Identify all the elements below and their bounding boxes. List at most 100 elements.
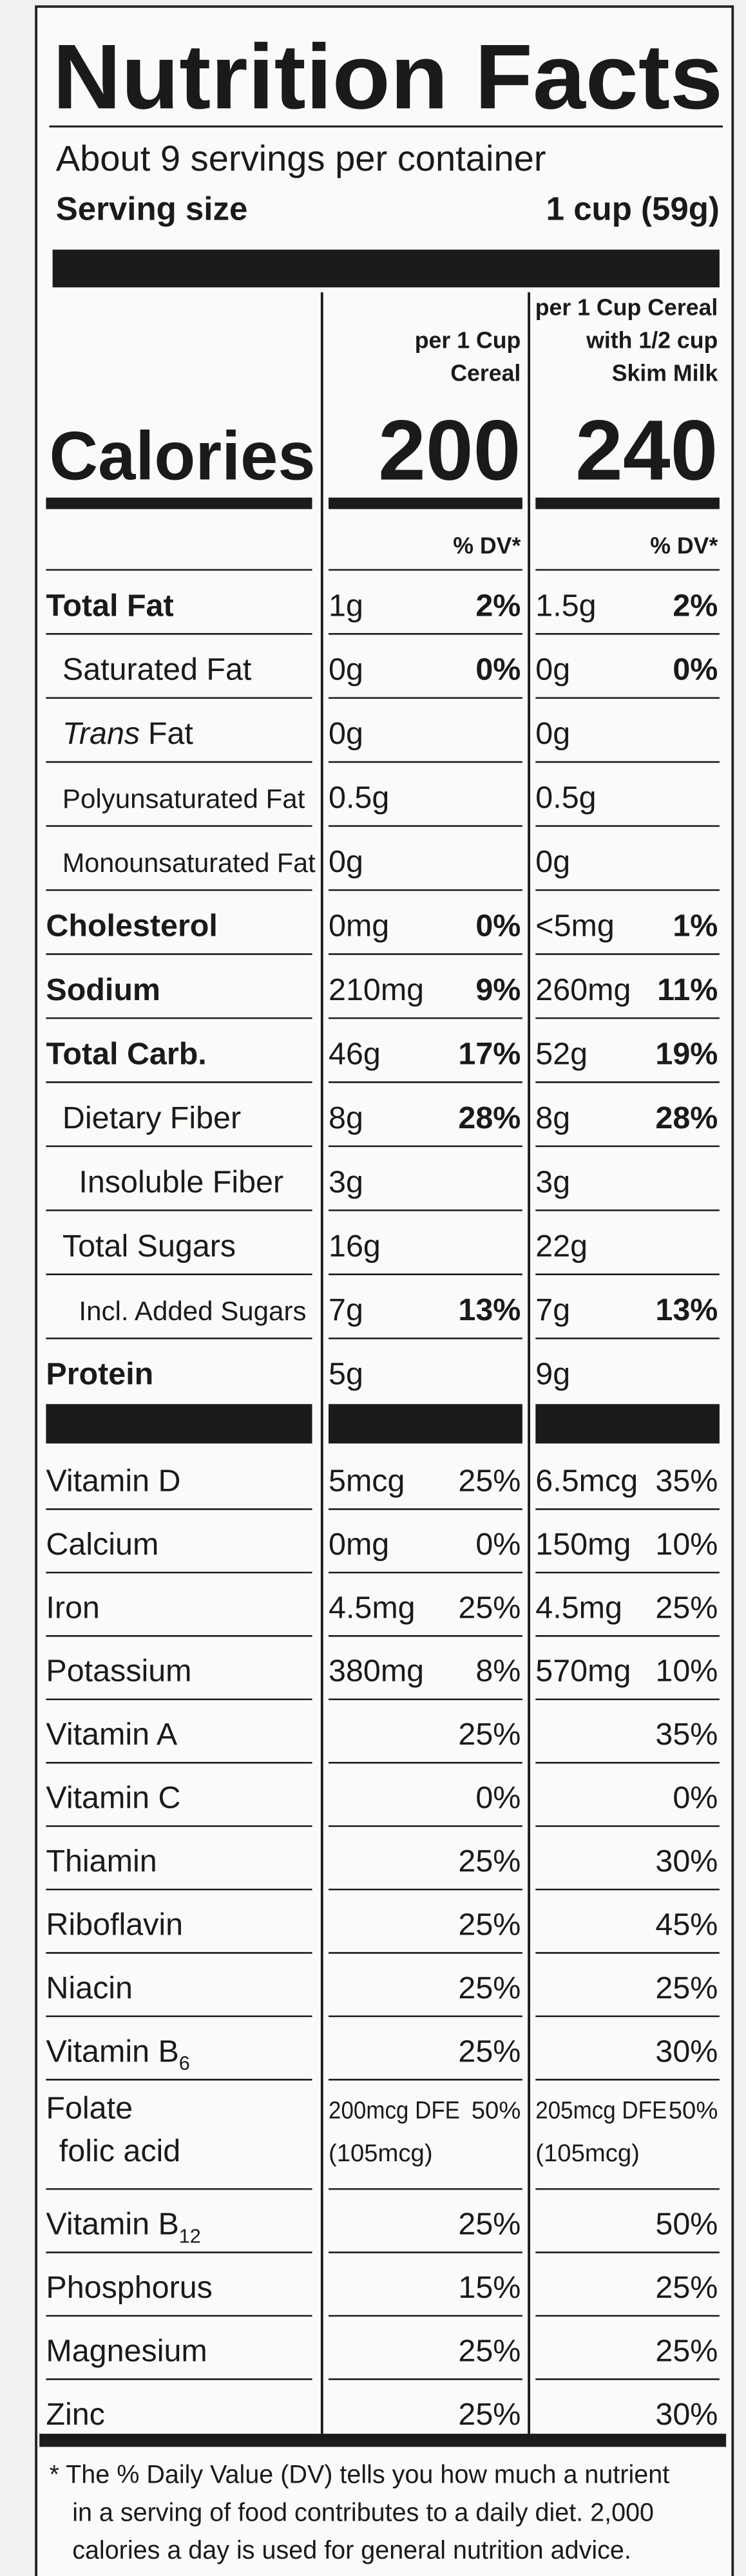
daily-value: 50% [655, 2207, 718, 2242]
amount: 200mcg DFE [329, 2097, 460, 2125]
daily-value: 2% [673, 588, 718, 623]
calories-value: 200 [378, 403, 521, 498]
daily-value: 0% [475, 652, 521, 687]
servings: About 9 servings per container [56, 138, 546, 178]
nutrient-name: Sodium [46, 972, 160, 1007]
footnote: * The % Daily Value (DV) tells you how m… [50, 2461, 670, 2489]
thick-bar [52, 249, 720, 288]
nutrient-name: Magnesium [46, 2333, 207, 2368]
amount-note: (105mcg) [535, 2139, 640, 2167]
daily-value: 1% [673, 909, 718, 943]
nutrient-name: Calcium [46, 1527, 158, 1562]
thick-rule [46, 497, 312, 509]
daily-value: 17% [458, 1036, 521, 1071]
nutrient-name: Protein [46, 1357, 153, 1392]
nutrient-name-italic: Trans [62, 716, 140, 751]
amount: 0.5g [535, 781, 596, 815]
nutrient-name: Total Sugars [62, 1229, 236, 1264]
amount: 7g [329, 1293, 363, 1327]
daily-value: 25% [655, 2270, 718, 2305]
daily-value: 25% [458, 1844, 521, 1879]
column-header: per 1 Cup [415, 328, 521, 354]
amount-note: (105mcg) [329, 2139, 433, 2167]
footnote: calories a day is used for general nutri… [72, 2536, 631, 2564]
serving-size-label: Serving size [56, 191, 248, 227]
daily-value: 15% [458, 2270, 521, 2305]
daily-value: 11% [657, 972, 718, 1007]
amount: 1.5g [535, 588, 596, 623]
nutrient-name: Niacin [46, 1971, 133, 2005]
nutrient-name: Vitamin B12 [46, 2207, 200, 2248]
daily-value: 28% [458, 1101, 521, 1135]
nutrient-name: Monounsaturated Fat [62, 848, 316, 878]
nutrient-name: Folate [46, 2091, 133, 2126]
amount: 0mg [329, 909, 389, 943]
thick-rule [46, 1404, 312, 1444]
daily-value: 50% [472, 2097, 521, 2125]
amount: 3g [329, 1164, 363, 1199]
amount: 3g [535, 1164, 570, 1199]
dv-header: % DV* [650, 533, 718, 558]
daily-value: 30% [655, 2034, 718, 2069]
daily-value: 28% [655, 1101, 718, 1135]
nutrient-name-rest: Fat [148, 716, 194, 751]
amount: 8g [535, 1101, 570, 1135]
daily-value: 25% [458, 2333, 521, 2368]
nutrient-name: Vitamin C [46, 1781, 180, 1815]
nutrient-name-subscript: 6 [179, 2052, 190, 2074]
daily-value: 30% [655, 2397, 718, 2432]
amount: 205mcg DFE [535, 2097, 667, 2125]
daily-value: 0% [673, 652, 718, 687]
nutrient-name: Phosphorus [46, 2270, 213, 2305]
daily-value: 30% [655, 1844, 718, 1879]
amount: 46g [329, 1036, 381, 1071]
daily-value: 25% [458, 1590, 521, 1625]
nutrient-name: Vitamin B6 [46, 2034, 189, 2074]
amount: 5g [329, 1357, 363, 1392]
footnote: in a serving of food contributes to a da… [72, 2498, 654, 2526]
serving-size-value: 1 cup (59g) [546, 191, 720, 227]
label-border [35, 5, 734, 2576]
daily-value: 0% [475, 1781, 521, 1815]
amount: 570mg [535, 1654, 631, 1689]
daily-value: 9% [475, 972, 521, 1007]
column-header: Skim Milk [612, 361, 718, 386]
amount: 380mg [329, 1654, 424, 1689]
title: Nutrition Facts [53, 26, 723, 128]
daily-value: 10% [655, 1654, 718, 1689]
nutrient-name: folic acid [59, 2134, 180, 2168]
amount: 8g [329, 1101, 363, 1135]
daily-value: 25% [458, 2034, 521, 2069]
daily-value: 13% [458, 1293, 521, 1327]
amount: 1g [329, 588, 363, 623]
amount: 0g [535, 844, 570, 879]
amount: 0g [329, 652, 363, 687]
daily-value: 25% [458, 1463, 521, 1498]
dv-header: % DV* [453, 533, 521, 558]
daily-value: 13% [655, 1293, 718, 1327]
amount: 210mg [329, 972, 424, 1007]
column-header: with 1/2 cup [586, 328, 718, 354]
nutrient-name: Riboflavin [46, 1907, 183, 1942]
daily-value: 10% [655, 1527, 718, 1562]
daily-value: 25% [655, 1971, 718, 2005]
amount: 260mg [535, 972, 631, 1007]
daily-value: 0% [475, 909, 521, 943]
amount: 0g [329, 716, 363, 751]
nutrient-name: Zinc [46, 2397, 105, 2432]
amount: 5mcg [329, 1463, 405, 1498]
nutrient-name: Total Fat [46, 588, 173, 623]
nutrient-name: Vitamin A [46, 1717, 177, 1752]
amount: 22g [535, 1229, 588, 1264]
nutrient-name: Total Carb. [46, 1036, 206, 1071]
daily-value: 25% [655, 2333, 718, 2368]
nutrient-name: Potassium [46, 1654, 191, 1689]
amount: 0mg [329, 1527, 389, 1562]
amount: 0.5g [329, 781, 389, 815]
amount: 4.5mg [329, 1590, 416, 1625]
calories-value: 240 [575, 403, 718, 498]
nutrient-name: Dietary Fiber [62, 1101, 241, 1135]
daily-value: 25% [458, 1971, 521, 2005]
